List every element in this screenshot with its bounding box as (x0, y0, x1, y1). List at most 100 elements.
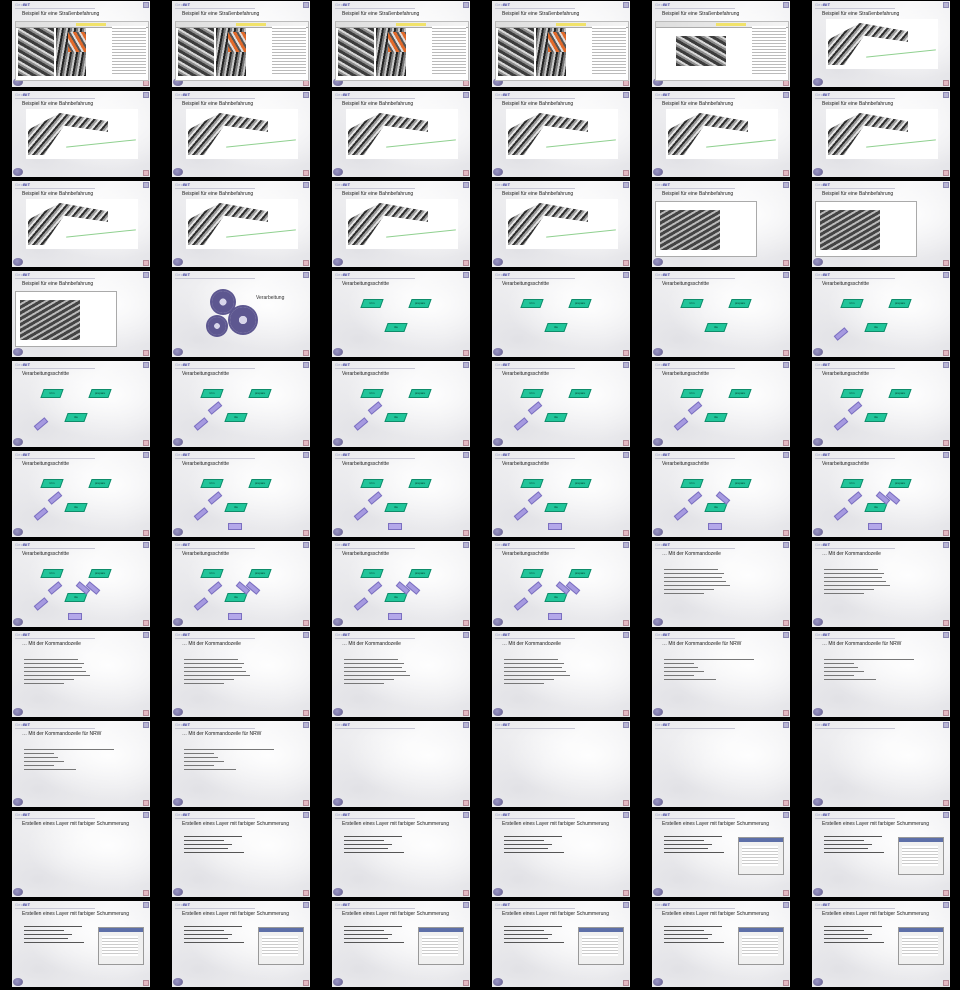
bullet-line (824, 848, 868, 849)
slide-thumbnail[interactable]: GeoBIT Beispiel für eine Bahnbefahrung (332, 91, 470, 177)
footer-logo-icon (13, 708, 23, 716)
slide-thumbnail[interactable]: GeoBIT Erstellen eines Layer mit farbiger… (492, 811, 630, 897)
header-line (815, 368, 895, 369)
command-line (24, 683, 64, 684)
slide-thumbnail[interactable]: GeoBITVerarbeitungVerarbeitung (172, 271, 310, 357)
slide-thumbnail[interactable]: GeoBIT Verarbeitungsschritte trim prepare ti… (332, 271, 470, 357)
slide-thumbnail[interactable]: GeoBIT Beispiel für eine Bahnbefahrung (12, 271, 150, 357)
slide-thumbnail[interactable]: GeoBIT Beispiel für eine Bahnbefahrung (12, 91, 150, 177)
slide-thumbnail[interactable]: GeoBIT Beispiel für eine Bahnbefahrung (492, 91, 630, 177)
slide-thumbnail[interactable]: GeoBIT Verarbeitungsschritte trim prepare ti… (172, 361, 310, 447)
slide-thumbnail[interactable]: GeoBIT … Mit der Kommandozeile für NRW (172, 721, 310, 807)
slide-thumbnail[interactable]: GeoBIT Verarbeitungsschritte trim prepare ti… (492, 271, 630, 357)
slide-thumbnail[interactable]: GeoBIT Beispiel für eine Bahnbefahrung (12, 181, 150, 267)
slide-thumbnail[interactable]: GeoBIT Verarbeitungsschritte trim prepare ti… (492, 541, 630, 627)
slide-thumbnail[interactable]: GeoBIT Verarbeitungsschritte trim prepare ti… (332, 451, 470, 537)
header-line (335, 278, 415, 279)
slide-thumbnail[interactable]: GeoBIT Erstellen eines Layer mit farbiger… (12, 811, 150, 897)
slide-thumbnail[interactable]: GeoBIT … Mit der Kommandozeile (12, 631, 150, 717)
header-line (655, 368, 735, 369)
bullet-line (504, 942, 564, 943)
slide-thumbnail[interactable]: GeoBIT Beispiel für eine Straßenbefahrung (652, 1, 790, 87)
slide-thumbnail[interactable]: GeoBIT Erstellen eines Layer mit farbiger… (812, 901, 950, 987)
flow-step: prepare (888, 389, 912, 398)
slide-thumbnail[interactable]: GeoBIT Erstellen eines Layer mit farbiger… (172, 811, 310, 897)
slide-thumbnail[interactable]: GeoBIT Beispiel für eine Straßenbefahrung (332, 1, 470, 87)
geobit-logo: GeoBIT (175, 812, 190, 817)
slide-thumbnail[interactable]: GeoBIT Beispiel für eine Bahnbefahrung (172, 91, 310, 177)
slide-thumbnail[interactable]: GeoBIT Verarbeitungsschritte trim prepare ti… (812, 361, 950, 447)
slide-thumbnail[interactable]: GeoBIT Beispiel für eine Bahnbefahrung (812, 91, 950, 177)
slide-thumbnail[interactable]: GeoBIT Verarbeitungsschritte trim prepare ti… (812, 271, 950, 357)
header-line (335, 188, 415, 189)
slide-thumbnail[interactable]: GeoBIT … Mit der Kommandozeile für NRW (12, 721, 150, 807)
slide-thumbnail[interactable]: GeoBIT Erstellen eines Layer mit farbiger… (652, 811, 790, 897)
logo-bold: BIT (663, 902, 671, 907)
slide-thumbnail[interactable]: GeoBIT Beispiel für eine Straßenbefahrung (492, 1, 630, 87)
slide-thumbnail[interactable]: GeoBIT Erstellen eines Layer mit farbiger… (172, 901, 310, 987)
flow-arrow (833, 417, 849, 431)
slide-thumbnail[interactable]: GeoBIT Verarbeitungsschritte trim prepare ti… (12, 451, 150, 537)
flow-step: tile (384, 503, 408, 512)
slide-thumbnail[interactable]: GeoBIT (812, 721, 950, 807)
slide-thumbnail[interactable]: GeoBIT Beispiel für eine Straßenbefahrung (812, 1, 950, 87)
slide-thumbnail[interactable]: GeoBIT Beispiel für eine Straßenbefahrung (12, 1, 150, 87)
qgis-dialog-screenshot (578, 927, 624, 965)
pointcloud-mass (668, 113, 748, 155)
logo-light: Geo (495, 272, 504, 277)
slide-thumbnail[interactable]: GeoBIT … Mit der Kommandozeile für NRW (812, 631, 950, 717)
slide-thumbnail[interactable]: GeoBIT … Mit der Kommandozeile (812, 541, 950, 627)
slide-thumbnail[interactable]: GeoBIT Beispiel für eine Bahnbefahrung (812, 181, 950, 267)
slide-thumbnail[interactable]: GeoBIT Erstellen eines Layer mit farbiger… (492, 901, 630, 987)
slide-thumbnail[interactable]: GeoBIT Verarbeitungsschritte trim prepare ti… (332, 361, 470, 447)
header-line (815, 8, 895, 9)
slide-title: Beispiel für eine Straßenbefahrung (182, 11, 260, 17)
command-line (344, 659, 398, 660)
corner-mark-bottom (463, 260, 469, 266)
slide-thumbnail[interactable]: GeoBIT Verarbeitungsschritte trim prepare ti… (812, 451, 950, 537)
slide-thumbnail[interactable]: GeoBIT Erstellen eines Layer mit farbiger… (12, 901, 150, 987)
corner-mark-bottom (303, 800, 309, 806)
header-line (335, 8, 415, 9)
geobit-logo: GeoBIT (495, 2, 510, 7)
geobit-logo: GeoBIT (15, 632, 30, 637)
corner-mark-bottom (623, 350, 629, 356)
slide-thumbnail[interactable]: GeoBIT Beispiel für eine Bahnbefahrung (652, 91, 790, 177)
slide-thumbnail[interactable]: GeoBIT Verarbeitungsschritte trim prepare ti… (492, 361, 630, 447)
slide-thumbnail[interactable]: GeoBIT … Mit der Kommandozeile (172, 631, 310, 717)
logo-light: Geo (15, 722, 24, 727)
slide-thumbnail[interactable]: GeoBIT … Mit der Kommandozeile (492, 631, 630, 717)
flow-output (68, 613, 82, 620)
slide-thumbnail[interactable]: GeoBIT Verarbeitungsschritte trim prepare ti… (172, 541, 310, 627)
slide-thumbnail[interactable]: GeoBIT Erstellen eines Layer mit farbiger… (652, 901, 790, 987)
slide-thumbnail[interactable]: GeoBIT Verarbeitungsschritte trim prepare ti… (652, 271, 790, 357)
slide-thumbnail[interactable]: GeoBIT Beispiel für eine Bahnbefahrung (652, 181, 790, 267)
slide-thumbnail[interactable]: GeoBIT (652, 721, 790, 807)
slide-thumbnail[interactable]: GeoBIT Verarbeitungsschritte trim prepare ti… (12, 541, 150, 627)
slide-thumbnail[interactable]: GeoBIT … Mit der Kommandozeile (652, 541, 790, 627)
corner-mark (943, 542, 949, 548)
slide-thumbnail[interactable]: GeoBIT (332, 721, 470, 807)
slide-thumbnail[interactable]: GeoBIT Verarbeitungsschritte trim prepare ti… (652, 451, 790, 537)
slide-thumbnail[interactable]: GeoBIT Verarbeitungsschritte trim prepare ti… (492, 451, 630, 537)
slide-thumbnail[interactable]: GeoBIT Verarbeitungsschritte trim prepare ti… (332, 541, 470, 627)
slide-thumbnail[interactable]: GeoBIT Erstellen eines Layer mit farbiger… (332, 901, 470, 987)
logo-light: Geo (495, 452, 504, 457)
slide-thumbnail[interactable]: GeoBIT … Mit der Kommandozeile (332, 631, 470, 717)
slide-thumbnail[interactable]: GeoBIT Beispiel für eine Bahnbefahrung (332, 181, 470, 267)
logo-light: Geo (815, 182, 824, 187)
slide-thumbnail[interactable]: GeoBIT Beispiel für eine Bahnbefahrung (172, 181, 310, 267)
slide-thumbnail[interactable]: GeoBIT Verarbeitungsschritte trim prepare ti… (12, 361, 150, 447)
slide-title: Erstellen eines Layer mit farbiger Schum… (342, 911, 449, 917)
slide-thumbnail[interactable]: GeoBIT Verarbeitungsschritte trim prepare ti… (172, 451, 310, 537)
slide-thumbnail[interactable]: GeoBIT … Mit der Kommandozeile für NRW (652, 631, 790, 717)
slide-thumbnail[interactable]: GeoBIT (492, 721, 630, 807)
slide-thumbnail[interactable]: GeoBIT Verarbeitungsschritte trim prepare ti… (652, 361, 790, 447)
flow-step-label: trim (369, 571, 375, 575)
slide-thumbnail[interactable]: GeoBIT Beispiel für eine Straßenbefahrung (172, 1, 310, 87)
slide-thumbnail[interactable]: GeoBIT Beispiel für eine Bahnbefahrung (492, 181, 630, 267)
slide-title: Beispiel für eine Bahnbefahrung (662, 101, 734, 107)
slide-thumbnail[interactable]: GeoBIT Erstellen eines Layer mit farbiger… (812, 811, 950, 897)
slide-thumbnail[interactable]: GeoBIT Erstellen eines Layer mit farbiger… (332, 811, 470, 897)
